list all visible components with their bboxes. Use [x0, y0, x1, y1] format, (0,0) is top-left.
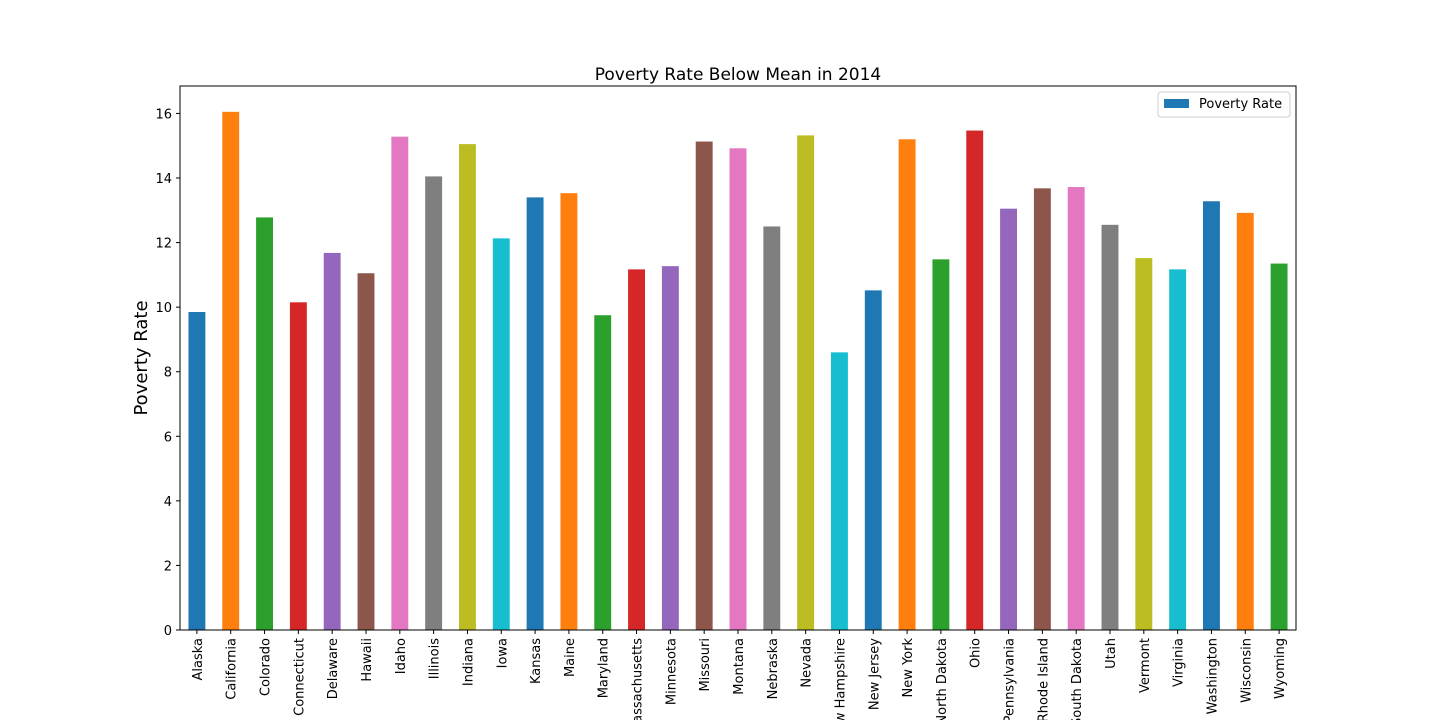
x-tick-label: Delaware	[326, 638, 341, 699]
bar-colorado	[256, 217, 273, 630]
x-tick-label: Washington	[1205, 638, 1220, 714]
x-tick-label: Pennsylvania	[1003, 638, 1018, 720]
x-tick-label: Utah	[1104, 638, 1119, 669]
x-tick-label: Nebraska	[766, 638, 781, 699]
bar-massachusetts	[628, 269, 645, 630]
y-axis-label: Poverty Rate	[131, 300, 152, 415]
legend: Poverty Rate	[1157, 91, 1291, 118]
x-tick-label: Minnesota	[664, 638, 679, 705]
bar-nebraska	[763, 226, 781, 631]
bar-iowa	[492, 238, 510, 630]
x-tick-label: Nevada	[800, 638, 815, 688]
x-tick-label: Ohio	[969, 638, 984, 668]
y-tick-label: 4	[164, 495, 172, 510]
chart-title: Poverty Rate Below Mean in 2014	[595, 65, 882, 85]
y-tick-label: 0	[164, 624, 172, 639]
y-tick-label: 10	[155, 301, 172, 316]
y-tick-label: 8	[164, 366, 172, 381]
bar-nevada	[797, 135, 815, 630]
bar-new-jersey	[864, 290, 882, 630]
x-tick-label: Montana	[732, 638, 747, 695]
x-tick-label: California	[225, 638, 240, 700]
x-tick-label: Maine	[563, 638, 578, 677]
bar-alaska	[188, 311, 206, 630]
x-tick-label: Idaho	[394, 638, 409, 674]
x-tick-label: Alaska	[191, 638, 206, 681]
bar-utah	[1101, 224, 1119, 630]
x-tick-label: Colorado	[259, 638, 274, 696]
bar-montana	[729, 148, 747, 630]
bar-idaho	[391, 136, 409, 630]
bar-connecticut	[289, 302, 307, 630]
bar-pennsylvania	[1000, 208, 1017, 630]
x-tick-label: Missouri	[698, 638, 713, 692]
bar-south-dakota	[1067, 187, 1085, 630]
x-tick-label: Wyoming	[1273, 638, 1288, 699]
x-tick-label: Illinois	[428, 638, 443, 679]
bar-maine	[560, 193, 578, 630]
x-tick-label: Kansas	[529, 638, 544, 684]
x-tick-label: Iowa	[495, 638, 510, 668]
x-tick-label: Vermont	[1138, 638, 1153, 693]
bar-ohio	[966, 130, 984, 631]
bar-indiana	[459, 144, 476, 630]
bar-kansas	[526, 197, 544, 630]
x-tick-label: Connecticut	[292, 638, 307, 716]
y-axis-ticks: 0 2 4 6 8 10 12 14 16	[155, 107, 180, 639]
bar-illinois	[425, 176, 443, 630]
bar-vermont	[1135, 258, 1153, 630]
bars-group	[188, 111, 1288, 631]
bar-delaware	[323, 252, 341, 630]
plot-frame	[179, 85, 1297, 631]
bar-new-york	[898, 139, 916, 631]
bar-maryland	[594, 315, 612, 630]
x-tick-label: Hawaii	[360, 638, 375, 682]
bar-washington	[1203, 201, 1220, 631]
y-tick-label: 14	[155, 172, 172, 187]
x-tick-label: South Dakota	[1070, 638, 1085, 720]
x-tick-label: Indiana	[461, 638, 476, 686]
x-tick-label: Virginia	[1172, 638, 1187, 687]
bar-wisconsin	[1236, 212, 1254, 631]
y-tick-label: 12	[155, 237, 172, 252]
x-tick-label: New York	[901, 638, 916, 698]
bar-new-hampshire	[831, 352, 848, 630]
bar-virginia	[1169, 269, 1187, 630]
y-tick-label: 2	[164, 559, 172, 574]
bar-california	[222, 111, 240, 631]
x-tick-label: Massachusetts	[631, 638, 646, 720]
bar-missouri	[695, 141, 713, 630]
x-tick-label: Maryland	[597, 638, 612, 698]
x-tick-label: New Jersey	[867, 638, 882, 710]
bar-rhode-island	[1033, 188, 1051, 631]
x-tick-label: Rhode Island	[1036, 638, 1051, 720]
x-tick-label: Wisconsin	[1239, 638, 1254, 703]
legend-swatch	[1164, 99, 1189, 108]
bar-minnesota	[661, 266, 679, 630]
y-tick-label: 6	[164, 430, 172, 445]
x-tick-label: New Hampshire	[833, 638, 848, 720]
legend-label: Poverty Rate	[1199, 97, 1282, 112]
legend-box	[1157, 91, 1291, 118]
x-tick-label: North Dakota	[935, 638, 950, 720]
bar-north-dakota	[932, 259, 950, 630]
y-tick-label: 16	[155, 107, 172, 122]
bar-wyoming	[1270, 263, 1288, 630]
x-axis-ticks: Alaska California Colorado Connecticut Delaw…	[191, 630, 1288, 720]
bar-hawaii	[357, 273, 375, 630]
